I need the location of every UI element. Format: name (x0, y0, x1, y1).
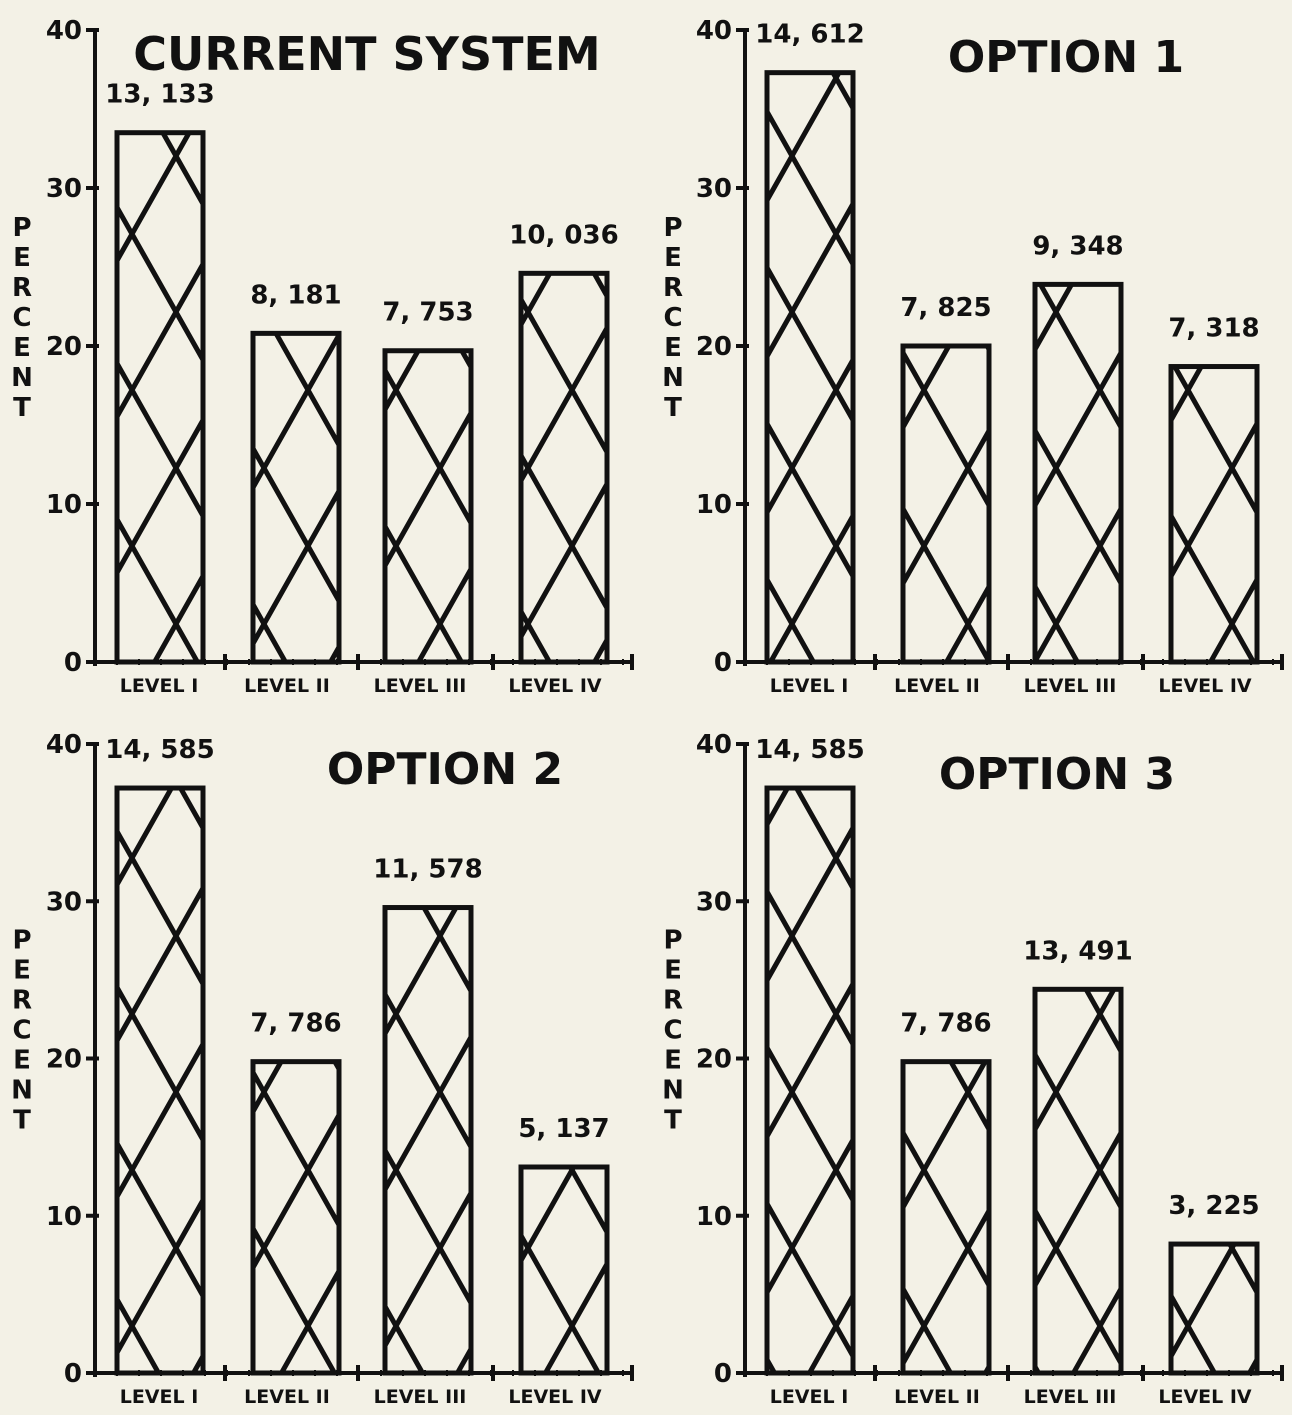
y-tick-label: 30 (46, 887, 82, 917)
y-tick-label: 30 (696, 174, 732, 204)
data-label: 14, 585 (755, 735, 864, 765)
category-label: LEVEL IV (508, 1386, 602, 1408)
y-tick-label: 40 (46, 16, 82, 46)
y-tick-label: 30 (46, 174, 82, 204)
bar (250, 330, 342, 665)
bar (1168, 364, 1260, 665)
category-label: LEVEL III (374, 1386, 467, 1408)
data-label: 13, 133 (105, 80, 214, 110)
y-tick-label: 40 (46, 730, 82, 760)
data-label: 5, 137 (518, 1114, 609, 1144)
y-tick-label: 10 (46, 490, 82, 520)
y-tick-label: 20 (46, 1045, 82, 1075)
category-label: LEVEL II (894, 675, 980, 697)
category-label: LEVEL I (120, 1386, 199, 1408)
y-tick-label: 0 (714, 648, 732, 678)
bar (1032, 281, 1124, 665)
bar (114, 785, 206, 1376)
chart-title: OPTION 3 (939, 749, 1175, 800)
bar (518, 270, 610, 665)
data-label: 7, 825 (900, 293, 991, 323)
bar (1032, 986, 1124, 1376)
data-label: 7, 786 (250, 1009, 341, 1039)
category-label: LEVEL I (770, 675, 849, 697)
data-label: 8, 181 (250, 280, 341, 310)
bar (900, 343, 992, 665)
category-label: LEVEL IV (1158, 1386, 1252, 1408)
chart-panel: CURRENT SYSTEM 0 10 20 30 40 P E R C E N T 13, 133 LEV… (11, 16, 634, 697)
y-tick-label: 20 (696, 1045, 732, 1075)
category-label: LEVEL IV (1158, 675, 1252, 697)
chart-title: OPTION 2 (327, 744, 563, 795)
y-tick-label: 20 (46, 332, 82, 362)
y-tick-label: 10 (46, 1202, 82, 1232)
data-label: 14, 612 (755, 20, 864, 50)
chart-title: OPTION 1 (948, 32, 1184, 83)
bar (1168, 1241, 1260, 1376)
data-label: 11, 578 (373, 855, 482, 885)
y-tick-label: 40 (696, 730, 732, 760)
y-tick-label: 10 (696, 490, 732, 520)
chart-panel: OPTION 3 0 10 20 30 40 P E R C E N T 14, 585 LEVEL I 7,… (662, 730, 1284, 1408)
y-tick-label: 0 (64, 648, 82, 678)
category-label: LEVEL II (244, 1386, 330, 1408)
category-label: LEVEL III (374, 675, 467, 697)
y-tick-label: 0 (64, 1359, 82, 1389)
bar (900, 1059, 992, 1376)
bar (114, 130, 206, 665)
category-label: LEVEL III (1024, 1386, 1117, 1408)
data-label: 10, 036 (509, 220, 618, 250)
data-label: 14, 585 (105, 735, 214, 765)
chart-panel: OPTION 2 0 10 20 30 40 P E R C E N T 14, 585 LEVEL I 7,… (11, 730, 634, 1408)
category-label: LEVEL I (120, 675, 199, 697)
bar (518, 1164, 610, 1376)
y-tick-label: 40 (696, 16, 732, 46)
category-label: LEVEL II (894, 1386, 980, 1408)
chart-title: CURRENT SYSTEM (133, 27, 600, 81)
bar (764, 785, 856, 1376)
data-label: 7, 753 (382, 298, 473, 328)
y-tick-label: 30 (696, 887, 732, 917)
bar (382, 348, 474, 665)
data-label: 3, 225 (1168, 1191, 1259, 1221)
y-tick-label: 20 (696, 332, 732, 362)
bar (764, 70, 856, 665)
data-label: 13, 491 (1023, 936, 1132, 966)
category-label: LEVEL III (1024, 675, 1117, 697)
chart-panel: OPTION 1 0 10 20 30 40 P E R C E N T 14, 612 LEVEL I 7,… (662, 16, 1284, 697)
category-label: LEVEL IV (508, 675, 602, 697)
data-label: 7, 786 (900, 1009, 991, 1039)
category-label: LEVEL II (244, 675, 330, 697)
bar (250, 1059, 342, 1376)
data-label: 9, 348 (1032, 231, 1123, 261)
data-label: 7, 318 (1168, 314, 1259, 344)
category-label: LEVEL I (770, 1386, 849, 1408)
bar (382, 905, 474, 1376)
y-tick-label: 10 (696, 1202, 732, 1232)
y-tick-label: 0 (714, 1359, 732, 1389)
